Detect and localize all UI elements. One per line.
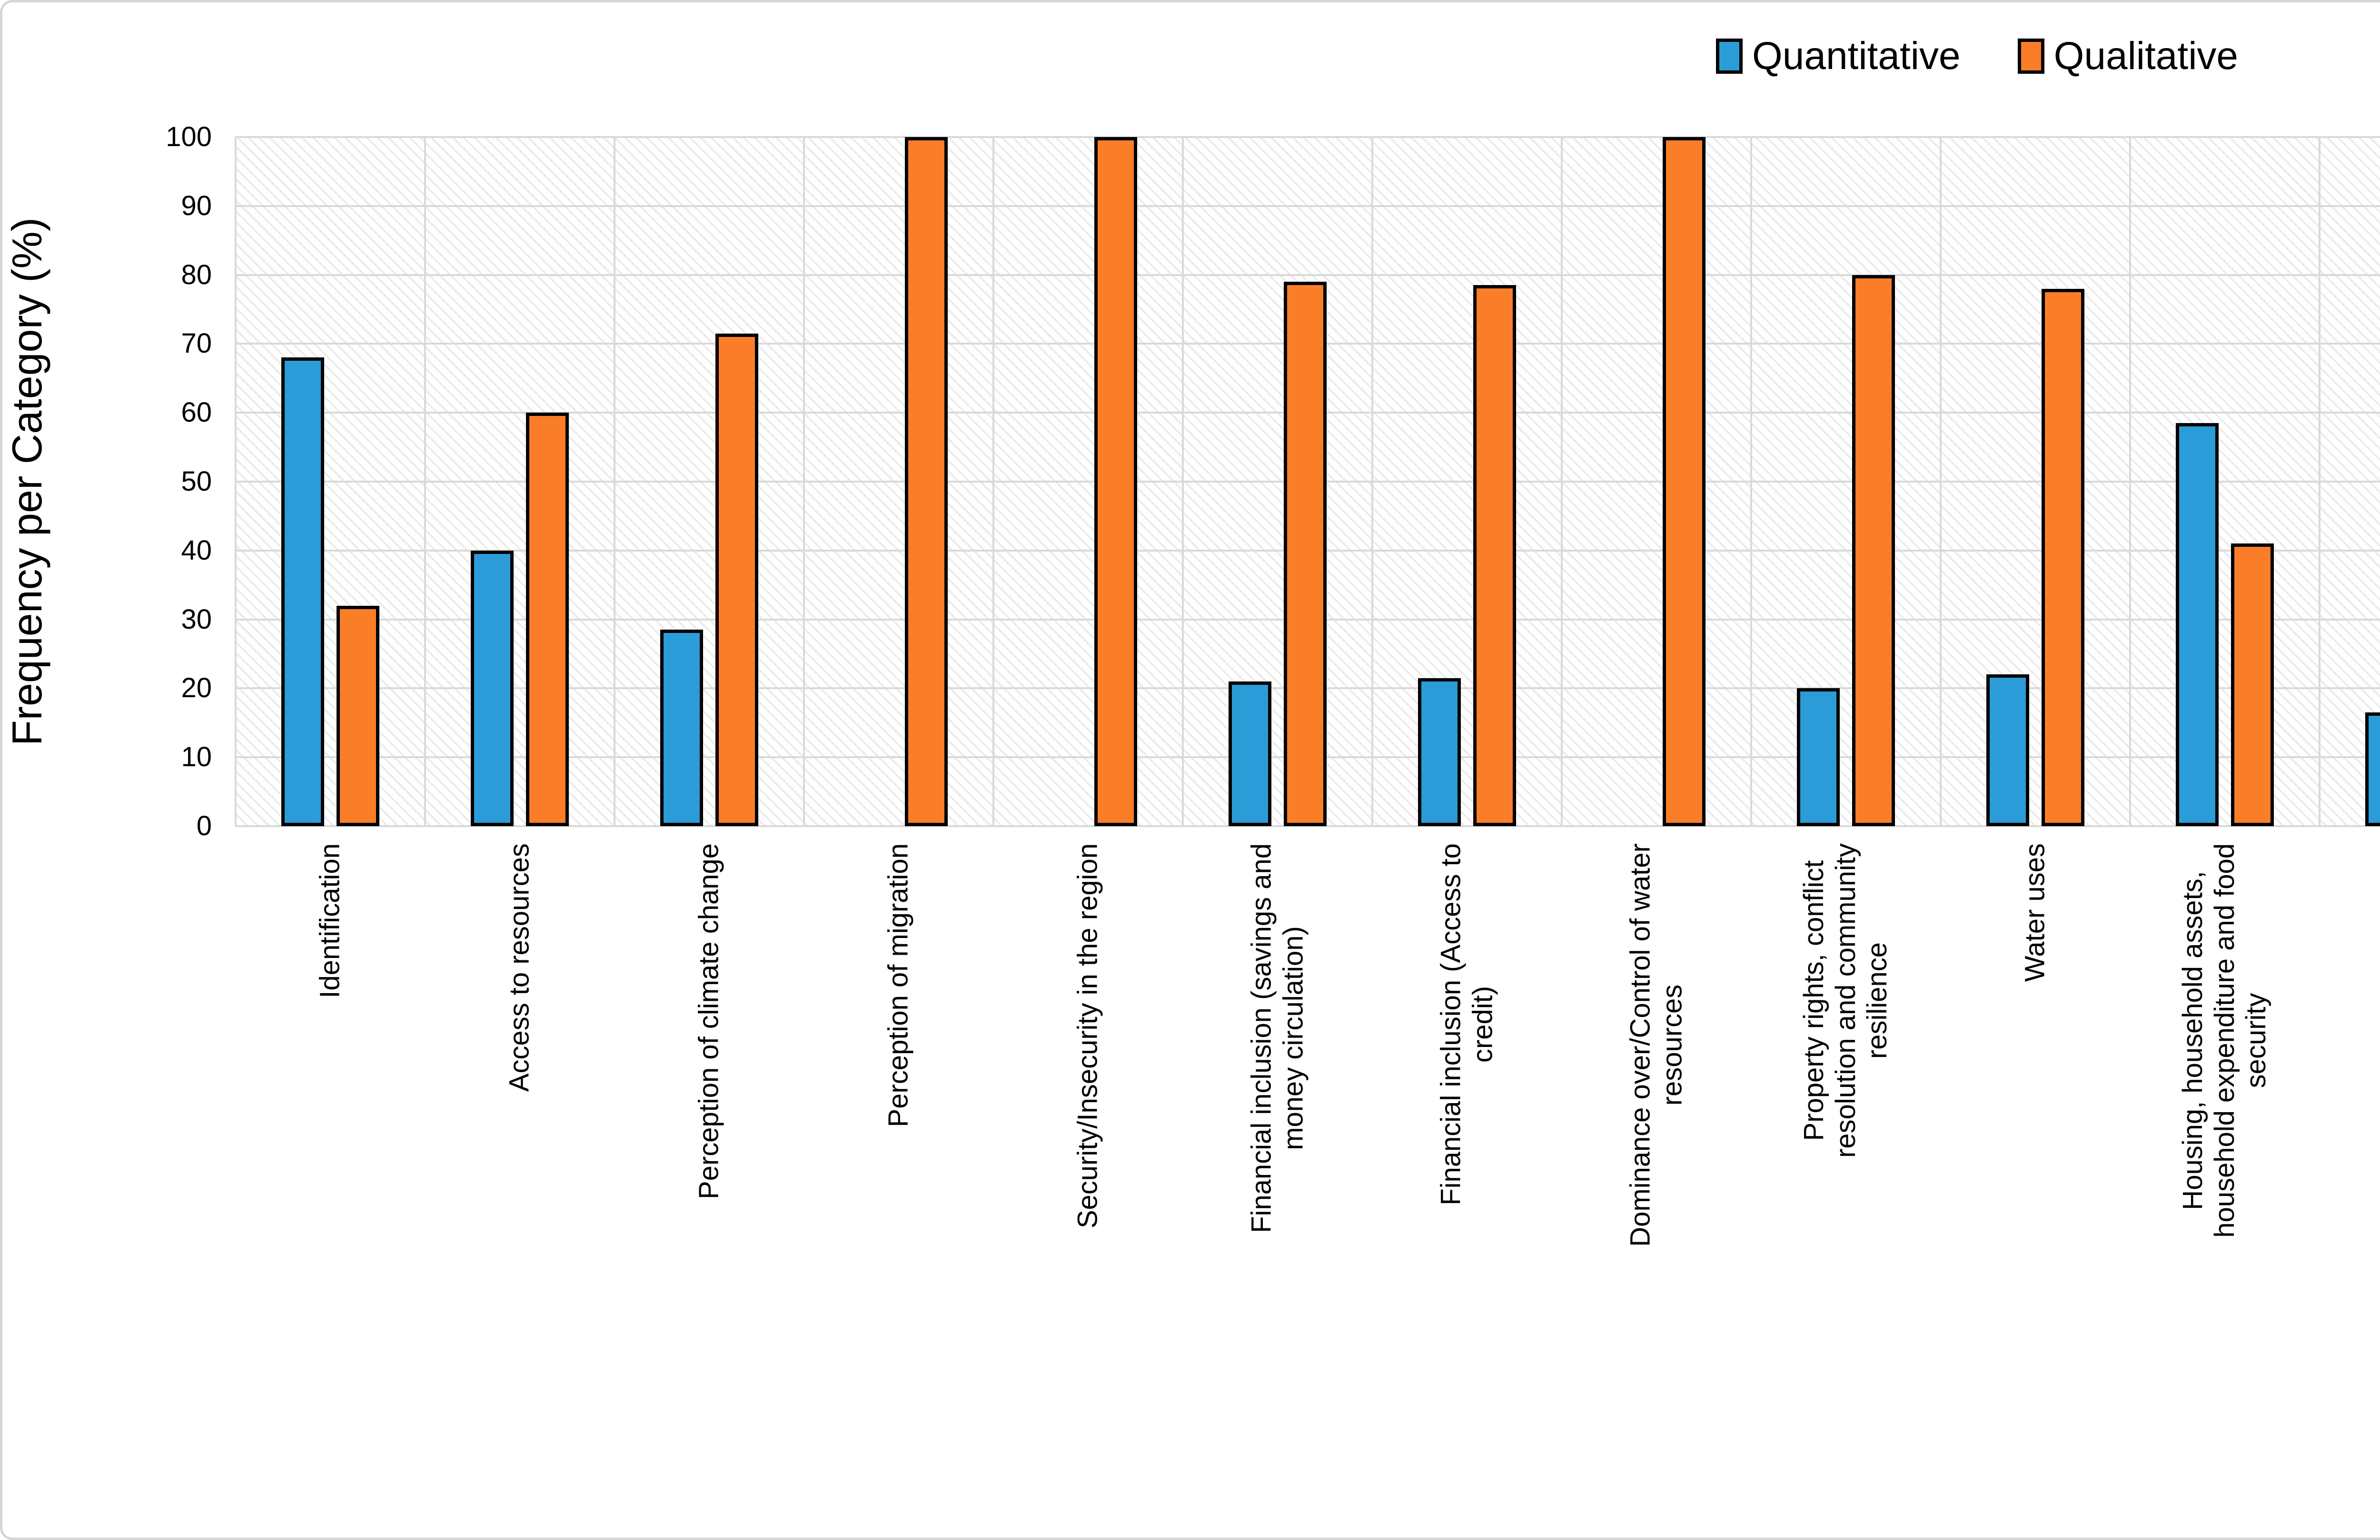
bar-quantitative-10 xyxy=(1986,674,2029,826)
legend-item-qualitative: Qualitative xyxy=(2017,34,2239,78)
bar-quantitative-7 xyxy=(1418,678,1461,826)
bar-quantitative-6 xyxy=(1229,681,1271,826)
x-category-label: Dominance over/Control of water resource… xyxy=(1625,843,1687,1247)
gridline-vertical xyxy=(424,137,426,826)
bar-qualitative-2 xyxy=(526,413,569,826)
bar-quantitative-9 xyxy=(1797,688,1840,826)
gridline-vertical xyxy=(1940,137,1942,826)
bar-quantitative-11 xyxy=(2176,423,2219,826)
legend-swatch-quantitative-icon xyxy=(1716,39,1743,74)
y-tick-label: 40 xyxy=(181,534,212,566)
gridline-vertical xyxy=(992,137,994,826)
gridline-horizontal xyxy=(236,825,2380,827)
bar-qualitative-10 xyxy=(2042,288,2084,826)
legend-swatch-qualitative-icon xyxy=(2017,39,2044,74)
gridline-vertical xyxy=(803,137,805,826)
bar-qualitative-7 xyxy=(1473,285,1516,826)
gridline-vertical xyxy=(1371,137,1373,826)
y-tick-label: 50 xyxy=(181,466,212,497)
chart-legend: Quantitative Qualitative xyxy=(1716,37,2238,76)
bar-qualitative-6 xyxy=(1284,282,1327,826)
bar-qualitative-11 xyxy=(2231,543,2274,826)
plot-area xyxy=(235,136,2380,827)
x-category-label: Housing, household assets, household exp… xyxy=(2177,843,2272,1238)
x-category-label: Access to resources xyxy=(504,843,535,1092)
y-tick-label: 70 xyxy=(181,328,212,359)
bar-qualitative-8 xyxy=(1663,137,1706,826)
bar-qualitative-4 xyxy=(905,137,948,826)
y-tick-label: 80 xyxy=(181,259,212,290)
y-tick-label: 100 xyxy=(166,121,212,152)
gridline-vertical xyxy=(1561,137,1563,826)
y-tick-label: 60 xyxy=(181,397,212,428)
bar-qualitative-1 xyxy=(337,605,379,826)
gridline-vertical xyxy=(2129,137,2131,826)
gridline-horizontal xyxy=(236,136,2380,138)
x-category-label: Property rights, conflict resolution and… xyxy=(1798,843,1893,1158)
y-tick-label: 10 xyxy=(181,741,212,773)
x-category-label: Perception of climate change xyxy=(693,843,724,1199)
legend-label-qualitative: Qualitative xyxy=(2053,34,2239,78)
bar-qualitative-5 xyxy=(1094,137,1137,826)
gridline-vertical xyxy=(1750,137,1752,826)
y-tick-label: 90 xyxy=(181,190,212,221)
gridline-horizontal xyxy=(236,205,2380,207)
x-category-label: Water uses xyxy=(2019,843,2051,982)
x-category-label: Financial inclusion (Access to credit) xyxy=(1435,843,1498,1205)
gridline-vertical xyxy=(235,137,237,826)
y-tick-label: 0 xyxy=(196,810,212,841)
gridline-horizontal xyxy=(236,274,2380,276)
y-tick-label: 30 xyxy=(181,603,212,635)
x-category-label: Perception of migration xyxy=(883,843,914,1127)
bar-qualitative-9 xyxy=(1852,275,1895,826)
bar-quantitative-12 xyxy=(2365,712,2380,826)
gridline-vertical xyxy=(2319,137,2320,826)
y-tick-label: 20 xyxy=(181,672,212,704)
gridline-vertical xyxy=(1182,137,1184,826)
bar-quantitative-1 xyxy=(281,357,324,826)
x-category-label: Security/Insecurity in the region xyxy=(1072,843,1103,1229)
x-category-label: Financial inclusion (savings and money c… xyxy=(1246,843,1309,1233)
legend-label-quantitative: Quantitative xyxy=(1752,34,1961,78)
bar-quantitative-3 xyxy=(660,630,703,826)
legend-item-quantitative: Quantitative xyxy=(1716,37,1961,76)
gridline-vertical xyxy=(614,137,615,826)
bar-qualitative-3 xyxy=(715,333,758,826)
bar-quantitative-2 xyxy=(471,550,514,826)
x-category-label: Identification xyxy=(314,843,346,998)
